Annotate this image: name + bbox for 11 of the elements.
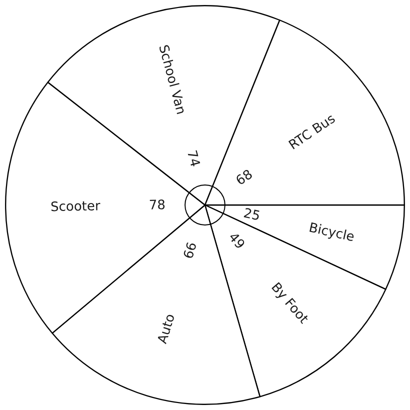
data-label: 25 [242, 206, 262, 224]
slice-label: Auto [155, 312, 179, 346]
slice-label: Bicycle [307, 220, 356, 246]
data-label: 74 [183, 148, 202, 169]
slice-label: Scooter [50, 199, 102, 216]
slice-label: School Van [155, 43, 188, 116]
data-label: 78 [148, 198, 166, 214]
slice-label: RTC Bus [286, 111, 338, 154]
data-label: 49 [225, 230, 248, 252]
data-label: 68 [234, 167, 256, 189]
data-label: 66 [181, 240, 200, 261]
